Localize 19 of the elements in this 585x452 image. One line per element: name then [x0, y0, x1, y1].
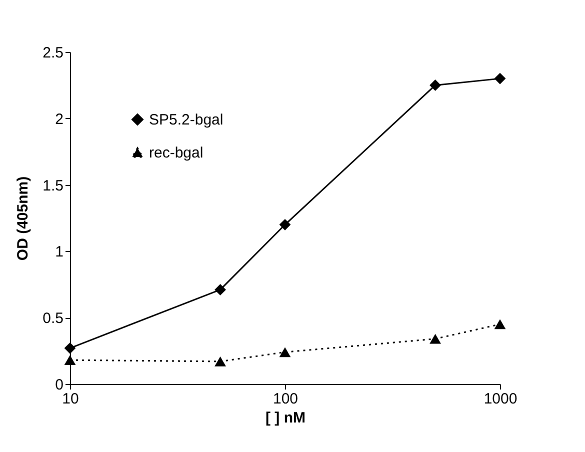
point [64, 355, 76, 366]
point [494, 319, 506, 330]
y-tick-label: 0.5 [42, 310, 64, 328]
y-tick-label: 2 [55, 110, 64, 128]
y-tick-label: 1.5 [42, 177, 64, 194]
legend-label: SP5.2-bgal [149, 112, 224, 128]
x-tick-label: 10 [62, 390, 79, 408]
legend-label: rec-bgal [149, 144, 204, 162]
point [64, 342, 76, 354]
point [279, 218, 291, 230]
x-axis-title: [ ] nM [266, 410, 306, 426]
x-tick-label: 100 [272, 390, 298, 408]
y-tick-label: 0 [55, 376, 64, 394]
point [494, 72, 506, 84]
y-tick-label: 2.5 [42, 44, 64, 62]
point [279, 347, 291, 358]
y-axis-title: OD (405nm) [14, 176, 32, 261]
y-tick-label: 1 [55, 244, 64, 261]
x-tick-label: 1000 [484, 390, 518, 408]
